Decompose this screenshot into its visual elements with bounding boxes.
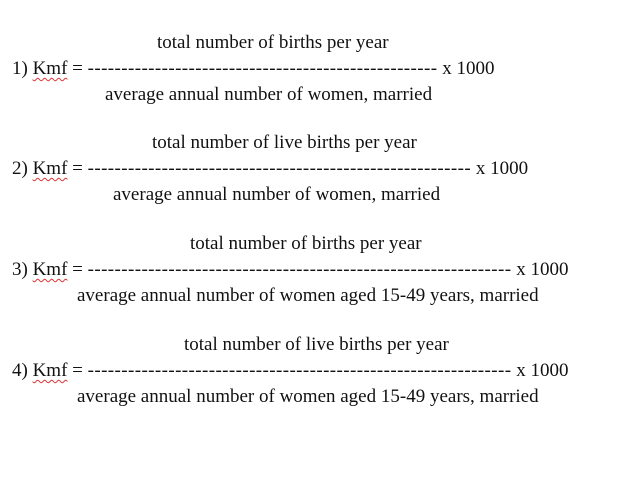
formula-row: 1) Kmf = -------------------------------… — [12, 58, 494, 80]
numerator: total number of live births per year — [152, 132, 417, 153]
numerator: total number of births per year — [157, 32, 389, 53]
multiplier: x 1000 — [516, 360, 569, 381]
kmf-symbol: Kmf — [32, 58, 68, 79]
formula-3: total number of births per year 3) Kmf =… — [0, 233, 640, 323]
index-label: 4) — [12, 360, 28, 381]
formula-row: 4) Kmf = -------------------------------… — [12, 360, 568, 382]
equals-sign: = — [72, 360, 83, 381]
formula-row: 2) Kmf = -------------------------------… — [12, 158, 528, 180]
formula-1: total number of births per year 1) Kmf =… — [0, 32, 640, 122]
equals-sign: = — [72, 158, 83, 179]
fraction-bar: ----------------------------------------… — [87, 158, 472, 179]
equals-sign: = — [72, 58, 83, 79]
fraction-bar: ----------------------------------------… — [87, 58, 438, 79]
multiplier: x 1000 — [475, 158, 529, 179]
fraction-bar: ----------------------------------------… — [87, 360, 512, 381]
denominator: average annual number of women, married — [105, 84, 433, 105]
denominator: average annual number of women aged 15-4… — [77, 285, 539, 306]
numerator: total number of births per year — [190, 233, 422, 254]
multiplier: x 1000 — [442, 58, 495, 79]
denominator: average annual number of women, married — [113, 184, 441, 205]
formula-4: total number of live births per year 4) … — [0, 334, 640, 424]
index-label: 3) — [12, 259, 28, 280]
index-label: 1) — [12, 58, 28, 79]
denominator: average annual number of women aged 15-4… — [77, 386, 539, 407]
kmf-symbol: Kmf — [32, 158, 68, 179]
index-label: 2) — [12, 158, 28, 179]
equals-sign: = — [72, 259, 83, 280]
kmf-symbol: Kmf — [32, 259, 68, 280]
formula-row: 3) Kmf = -------------------------------… — [12, 259, 568, 281]
kmf-symbol: Kmf — [32, 360, 68, 381]
numerator: total number of live births per year — [184, 334, 449, 355]
multiplier: x 1000 — [516, 259, 569, 280]
formula-2: total number of live births per year 2) … — [0, 132, 640, 222]
fraction-bar: ----------------------------------------… — [87, 259, 512, 280]
